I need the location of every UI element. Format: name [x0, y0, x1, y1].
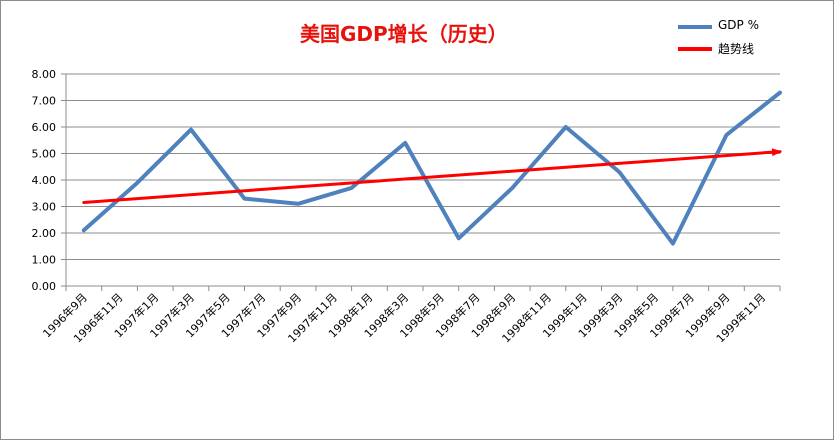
series-line-trend: [82, 148, 782, 204]
series-line-gdp: [81, 90, 782, 246]
y-tick-label: 8.00: [32, 68, 57, 81]
chart-legend: GDP % 趋势线: [678, 14, 818, 64]
legend-label-trend: 趋势线: [718, 42, 755, 56]
y-tick-label: 6.00: [32, 121, 57, 134]
legend-label-gdp: GDP %: [718, 18, 759, 32]
y-tick-label: 0.00: [32, 280, 57, 293]
chart-title: 美国GDP增长（历史）: [300, 22, 508, 46]
y-tick-label: 4.00: [32, 174, 57, 187]
gridlines: [66, 73, 780, 287]
y-tick-label: 2.00: [32, 227, 57, 240]
y-axis: 0.00 1.00 2.00 3.00 4.00 5.00 6.00 7.00 8.00: [32, 68, 67, 293]
y-tick-label: 7.00: [32, 95, 57, 108]
legend-swatch-gdp: [678, 25, 712, 29]
series-layer: [81, 90, 782, 246]
legend-swatch-trend: [678, 47, 712, 51]
y-tick-label: 5.00: [32, 148, 57, 161]
x-axis: 1996年9月1996年11月1997年1月1997年3月1997年5月1997…: [40, 285, 781, 345]
y-tick-label: 3.00: [32, 201, 57, 214]
y-tick-label: 1.00: [32, 254, 57, 267]
